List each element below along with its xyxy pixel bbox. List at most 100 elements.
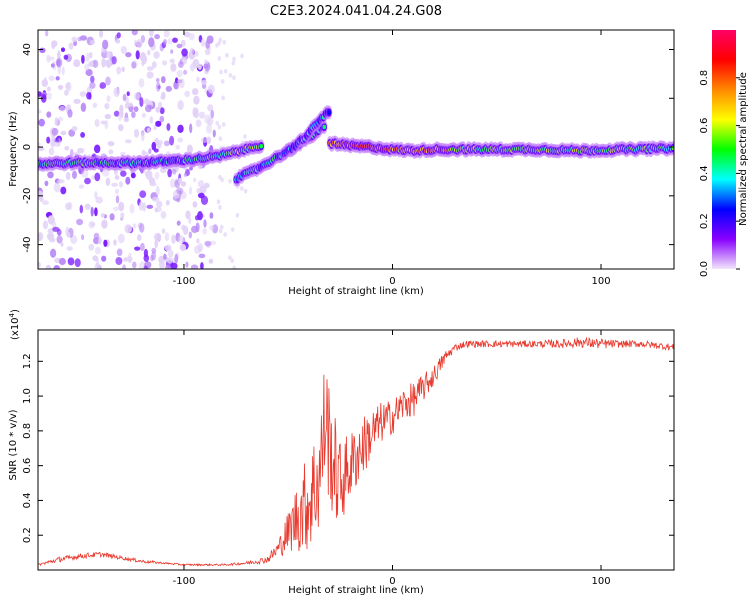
noise-cell (134, 246, 141, 251)
noise-cell (212, 129, 216, 138)
noise-cell (84, 63, 90, 71)
noise-cell (118, 201, 125, 212)
noise-cell (160, 211, 167, 219)
noise-cell (80, 102, 87, 113)
noise-cell (209, 240, 217, 246)
noise-cell (116, 248, 123, 257)
noise-cell (51, 40, 58, 47)
noise-cell (146, 127, 151, 133)
noise-cell (54, 117, 58, 126)
noise-cell (126, 91, 130, 96)
noise-cell (119, 181, 123, 188)
noise-cell (108, 149, 114, 155)
noise-cell (88, 51, 93, 59)
noise-cell (70, 235, 78, 244)
noise-cell (56, 57, 63, 68)
noise-cell (218, 228, 223, 234)
noise-cell (47, 92, 52, 100)
noise-cell (232, 265, 236, 269)
noise-cell (57, 50, 61, 61)
noise-cell (156, 141, 162, 149)
noise-cell (72, 170, 77, 179)
noise-cell (150, 254, 154, 262)
colorbar-tick-label: 0.4 (699, 165, 710, 181)
noise-cell (179, 243, 187, 252)
noise-cell (124, 224, 132, 234)
noise-cell (217, 56, 222, 61)
noise-cell (176, 43, 183, 49)
noise-cell (165, 200, 170, 206)
noise-cell (144, 171, 149, 177)
noise-cell (38, 146, 45, 151)
noise-cell (64, 146, 70, 151)
noise-cell (94, 191, 98, 199)
noise-cell (240, 186, 244, 191)
noise-cell (76, 218, 84, 226)
noise-cell (200, 38, 206, 47)
noise-cell (186, 144, 193, 155)
noise-cell (120, 212, 125, 219)
y-tick-label: 0.4 (22, 492, 33, 508)
noise-cell (109, 213, 115, 221)
noise-cell (39, 47, 46, 53)
noise-cell (138, 78, 145, 88)
noise-cell (131, 61, 137, 69)
snr-y-axis-label: SNR (10 * v/v) (8, 409, 19, 480)
y-tick-label: -20 (22, 188, 33, 204)
noise-cell (61, 66, 65, 76)
noise-cell (221, 122, 226, 127)
noise-cell (106, 95, 111, 103)
noise-cell (155, 106, 161, 113)
noise-cell (180, 181, 187, 187)
spectrogram-y-axis-label: Frequency (Hz) (8, 111, 19, 187)
noise-cell (84, 177, 91, 185)
noise-cell (74, 258, 81, 268)
noise-cell (64, 89, 69, 96)
noise-cell (209, 212, 214, 219)
noise-cell (197, 211, 203, 221)
noise-cell (118, 112, 122, 122)
noise-cell (154, 239, 158, 249)
noise-cell (40, 93, 47, 103)
noise-cell (113, 206, 119, 211)
noise-cell (155, 185, 160, 196)
noise-cell (169, 135, 175, 146)
noise-cell (54, 137, 60, 143)
colorbar-tick-label: 0.2 (699, 213, 710, 229)
snr-scale-exponent: 4 (8, 312, 16, 317)
noise-cell (221, 95, 225, 101)
x-tick-label: -100 (173, 276, 196, 287)
noise-cell (202, 228, 207, 235)
noise-cell (155, 120, 162, 127)
noise-cell (163, 140, 170, 147)
noise-cell (200, 137, 208, 143)
y-tick-label: 40 (22, 43, 33, 56)
noise-cell (192, 107, 199, 115)
noise-cell (137, 234, 142, 242)
noise-cell (88, 243, 95, 251)
noise-cell (230, 258, 234, 264)
noise-cell (132, 261, 137, 269)
noise-cell (46, 136, 51, 144)
noise-cell (90, 206, 94, 217)
noise-cell (228, 255, 232, 261)
noise-cell (153, 124, 157, 131)
noise-cell (240, 53, 244, 59)
noise-cell (146, 66, 154, 71)
noise-cell (207, 117, 214, 126)
noise-cell (50, 248, 57, 258)
noise-cell (222, 39, 226, 45)
noise-cell (172, 168, 177, 175)
noise-cell (42, 200, 49, 206)
noise-cell (115, 257, 123, 265)
noise-cell (141, 112, 146, 118)
noise-cell (190, 264, 199, 269)
noise-cell (231, 60, 236, 66)
noise-cell (146, 71, 154, 79)
noise-cell (195, 222, 200, 233)
snr-plot-area (38, 330, 674, 570)
noise-cell (131, 30, 138, 36)
noise-cell (210, 109, 214, 119)
noise-cell (215, 42, 219, 48)
noise-cell (102, 39, 109, 50)
